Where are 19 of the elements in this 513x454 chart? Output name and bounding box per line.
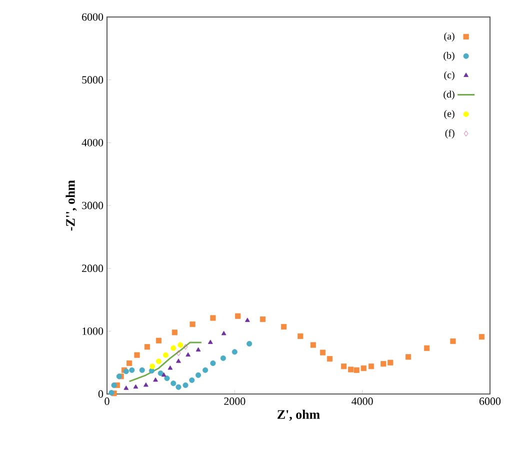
y-tick-label: 5000 (82, 76, 104, 84)
legend-label: (a) (444, 32, 454, 42)
y-tick-label: 6000 (82, 13, 104, 21)
x-tick-label: 0 (104, 398, 110, 405)
x-tick-label: 6000 (480, 398, 501, 405)
y-tick-label: 0 (98, 390, 104, 398)
y-tick-label: 4000 (82, 138, 104, 146)
x-tick-label: 2000 (224, 398, 246, 405)
legend-label: (e) (444, 110, 454, 119)
y-axis-title: -Z'', ohm (66, 180, 77, 231)
legend-label: (d) (444, 90, 454, 100)
y-tick-label: 3000 (82, 202, 104, 210)
x-tick-label: 4000 (352, 398, 373, 405)
x-axis-title: Z', ohm (278, 410, 320, 421)
legend-label: (f) (445, 129, 454, 138)
legend-label: (b) (444, 52, 454, 61)
y-tick-label: 2000 (82, 264, 104, 272)
y-tick-label: 1000 (82, 327, 104, 335)
legend-label: (c) (444, 71, 454, 80)
